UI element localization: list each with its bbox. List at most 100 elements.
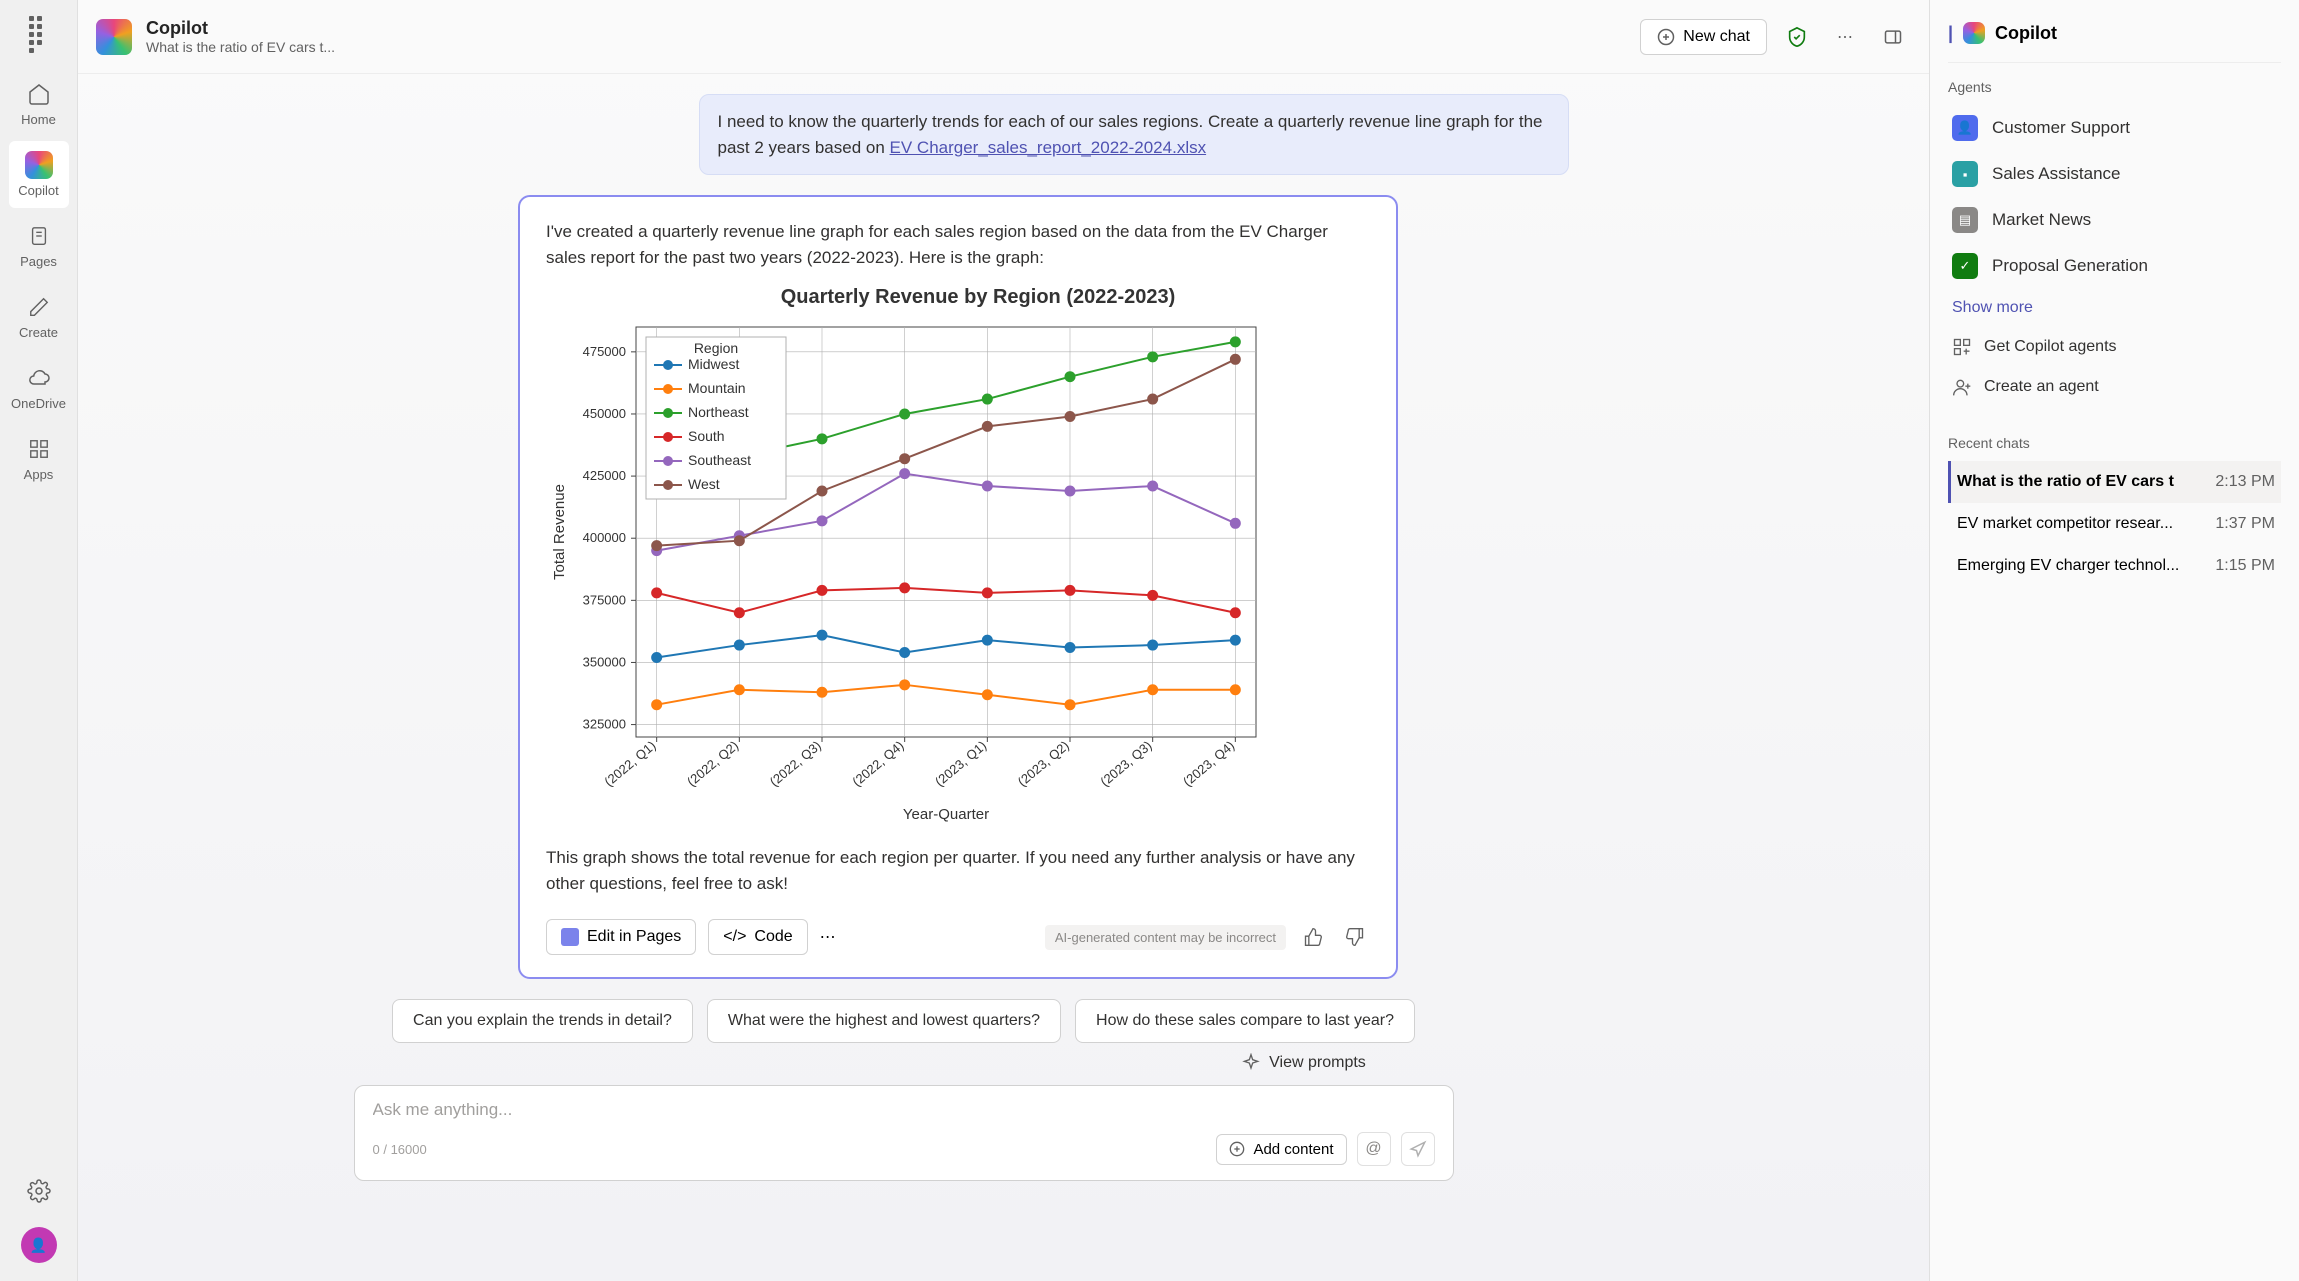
code-icon: </> — [723, 928, 746, 946]
svg-text:(2022, Q1): (2022, Q1) — [601, 737, 658, 788]
agent-item[interactable]: 👤Customer Support — [1948, 105, 2281, 151]
agent-icon: 👤 — [1952, 115, 1978, 141]
get-agents-button[interactable]: Get Copilot agents — [1948, 327, 2281, 367]
svg-text:Year-Quarter: Year-Quarter — [903, 806, 989, 823]
user-message: I need to know the quarterly trends for … — [699, 94, 1569, 175]
nav-home[interactable]: Home — [9, 70, 69, 137]
plus-person-icon — [1952, 377, 1972, 397]
svg-text:350000: 350000 — [583, 654, 626, 669]
recent-chat-title: EV market competitor resear... — [1957, 515, 2173, 533]
nav-create[interactable]: Create — [9, 283, 69, 350]
svg-text:(2022, Q4): (2022, Q4) — [849, 737, 906, 788]
svg-text:(2023, Q4): (2023, Q4) — [1180, 737, 1237, 788]
edit-in-pages-button[interactable]: Edit in Pages — [546, 919, 696, 955]
nav-copilot[interactable]: Copilot — [9, 141, 69, 208]
recent-chat-item[interactable]: Emerging EV charger technol...1:15 PM — [1948, 545, 2281, 587]
svg-text:Mountain: Mountain — [688, 380, 746, 396]
agent-item[interactable]: ▪ Sales Assistance — [1948, 151, 2281, 197]
ai-message: I've created a quarterly revenue line gr… — [518, 195, 1398, 979]
more-actions-icon[interactable]: ⋯ — [820, 927, 836, 947]
mention-button[interactable]: @ — [1357, 1132, 1391, 1166]
nav-label: Apps — [24, 467, 54, 482]
svg-text:West: West — [688, 476, 720, 492]
svg-text:Region: Region — [694, 340, 738, 356]
add-content-button[interactable]: Add content — [1216, 1134, 1346, 1165]
new-chat-label: New chat — [1683, 28, 1750, 46]
ai-intro-text: I've created a quarterly revenue line gr… — [546, 219, 1370, 272]
panel-toggle-icon[interactable] — [1875, 19, 1911, 55]
svg-text:Total Revenue: Total Revenue — [551, 484, 568, 580]
svg-text:450000: 450000 — [583, 406, 626, 421]
create-agent-label: Create an agent — [1984, 378, 2099, 396]
app-launcher-icon[interactable] — [25, 12, 53, 40]
thumbs-down-button[interactable] — [1340, 922, 1370, 952]
recent-chat-item[interactable]: EV market competitor resear... 1:37 PM — [1948, 503, 2281, 545]
suggestion-pill[interactable]: What were the highest and lowest quarter… — [707, 999, 1061, 1043]
suggestion-row: Can you explain the trends in detail? Wh… — [392, 999, 1415, 1043]
page-subtitle: What is the ratio of EV cars t... — [146, 39, 335, 55]
page-title: Copilot — [146, 18, 335, 39]
right-panel-header: | Copilot — [1948, 14, 2281, 63]
svg-text:(2022, Q2): (2022, Q2) — [684, 737, 741, 788]
agent-name: Proposal Generation — [1992, 256, 2148, 276]
plus-circle-icon — [1657, 28, 1675, 46]
svg-text:475000: 475000 — [583, 344, 626, 359]
char-counter: 0 / 16000 — [373, 1142, 427, 1157]
chat-scroll: I need to know the quarterly trends for … — [78, 74, 1929, 1281]
chart-container: Quarterly Revenue by Region (2022-2023) … — [546, 286, 1370, 827]
nav-label: Create — [19, 325, 58, 340]
svg-text:375000: 375000 — [583, 592, 626, 607]
agent-item[interactable]: ✓ Proposal Generation — [1948, 243, 2281, 289]
settings-icon[interactable] — [21, 1173, 57, 1209]
agent-name: Sales Assistance — [1992, 164, 2121, 184]
home-icon — [25, 80, 53, 108]
more-icon[interactable]: ⋯ — [1827, 19, 1863, 55]
ai-outro-text: This graph shows the total revenue for e… — [546, 845, 1370, 898]
send-button[interactable] — [1401, 1132, 1435, 1166]
pages-icon — [25, 222, 53, 250]
nav-label: Pages — [20, 254, 57, 269]
revenue-line-chart: 3250003500003750004000004250004500004750… — [546, 317, 1266, 827]
user-avatar[interactable]: 👤 — [21, 1227, 57, 1263]
app-root: Home Copilot Pages Create OneDrive Apps … — [0, 0, 2299, 1281]
recent-chat-time: 1:37 PM — [2215, 515, 2275, 533]
right-panel-title: Copilot — [1995, 23, 2057, 44]
copilot-icon — [1963, 22, 1985, 44]
nav-onedrive[interactable]: OneDrive — [9, 354, 69, 421]
suggestion-pill[interactable]: How do these sales compare to last year? — [1075, 999, 1415, 1043]
nav-label: OneDrive — [11, 396, 66, 411]
agent-icon: ✓ — [1952, 253, 1978, 279]
svg-text:South: South — [688, 428, 725, 444]
message-actions: Edit in Pages </> Code ⋯ AI-generated co… — [546, 919, 1370, 955]
show-more-link[interactable]: Show more — [1948, 289, 2281, 327]
code-button[interactable]: </> Code — [708, 919, 807, 955]
svg-text:Midwest: Midwest — [688, 356, 739, 372]
recent-chat-item[interactable]: What is the ratio of EV cars t2:13 PM — [1948, 461, 2281, 503]
code-label: Code — [754, 928, 792, 946]
agent-item[interactable]: ▤ Market News — [1948, 197, 2281, 243]
svg-text:(2023, Q3): (2023, Q3) — [1097, 737, 1154, 788]
attachment-link[interactable]: EV Charger_sales_report_2022-2024.xlsx — [890, 138, 1207, 157]
chat-input[interactable] — [373, 1100, 1435, 1120]
apps-icon — [25, 435, 53, 463]
new-chat-button[interactable]: New chat — [1640, 19, 1767, 55]
recent-chat-time: 1:15 PM — [2215, 557, 2275, 575]
agent-name: Market News — [1992, 210, 2091, 230]
agents-section-label: Agents — [1948, 79, 2281, 95]
add-content-label: Add content — [1253, 1141, 1333, 1158]
svg-text:(2023, Q2): (2023, Q2) — [1015, 737, 1072, 788]
recent-chat-title: What is the ratio of EV cars t — [1957, 473, 2174, 491]
thumbs-up-button[interactable] — [1298, 922, 1328, 952]
create-agent-button[interactable]: Create an agent — [1948, 367, 2281, 407]
agent-icon: ▪ — [1952, 161, 1978, 187]
nav-apps[interactable]: Apps — [9, 425, 69, 492]
shield-icon[interactable] — [1779, 19, 1815, 55]
chart-title: Quarterly Revenue by Region (2022-2023) — [586, 286, 1370, 309]
view-prompts-button[interactable]: View prompts — [1241, 1053, 1366, 1073]
plus-circle-icon — [1229, 1141, 1245, 1157]
agent-icon: ▤ — [1952, 207, 1978, 233]
sparkle-icon — [1241, 1053, 1261, 1073]
suggestion-pill[interactable]: Can you explain the trends in detail? — [392, 999, 693, 1043]
nav-pages[interactable]: Pages — [9, 212, 69, 279]
svg-text:400000: 400000 — [583, 530, 626, 545]
